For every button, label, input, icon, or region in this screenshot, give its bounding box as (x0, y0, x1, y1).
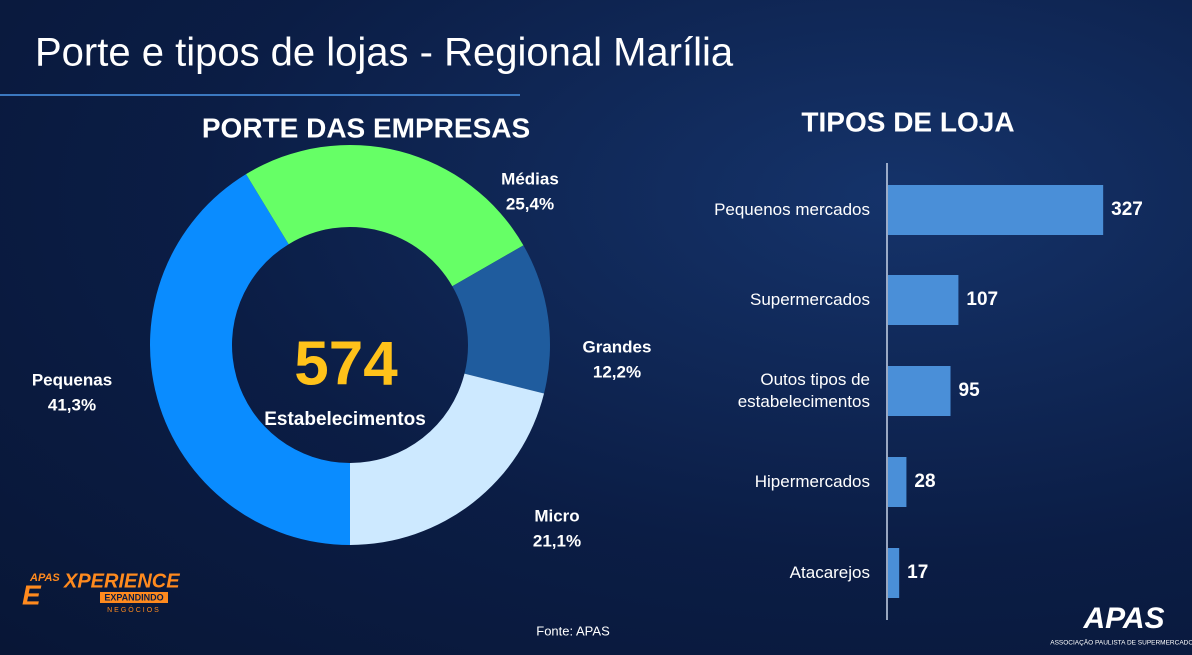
segment-value: 41,3% (48, 395, 96, 414)
logo-line2: NEGÓCIOS (107, 605, 161, 614)
bar-value: 107 (966, 289, 998, 310)
logo-band (100, 592, 168, 603)
bar-category: Atacarejos (789, 563, 870, 582)
apas-tagline: ASSOCIAÇÃO PAULISTA DE SUPERMERCADOS (1050, 638, 1192, 647)
segment-value: 21,1% (533, 531, 581, 550)
segment-label: Grandes (583, 337, 652, 356)
segment-label: Médias (501, 169, 559, 188)
bar-category: Pequenos mercados (714, 200, 870, 219)
logo-e: E (22, 579, 42, 610)
donut-title: PORTE DAS EMPRESAS (202, 112, 530, 143)
bar-value: 28 (914, 471, 935, 492)
segment-value: 12,2% (593, 362, 641, 381)
bar-category: Supermercados (749, 290, 870, 309)
bar (888, 185, 1104, 235)
center-value: 574 (294, 329, 398, 398)
logo-top: APAS (29, 572, 60, 584)
bar-title: TIPOS DE LOJA (801, 106, 1014, 137)
logo-word: XPERIENCE (63, 570, 180, 592)
bar (888, 548, 900, 598)
segment-label: Micro (534, 506, 579, 525)
bar-value: 17 (907, 562, 928, 583)
slide-title: Porte e tipos de lojas - Regional Maríli… (35, 31, 734, 75)
bar (888, 275, 959, 325)
bar-value: 327 (1111, 199, 1143, 220)
bar-value: 95 (959, 380, 981, 401)
donut-segment (150, 174, 350, 545)
bar (888, 457, 907, 507)
bar (888, 366, 951, 416)
bar-category: Hipermercados (754, 472, 870, 491)
logo-line1: EXPANDINDO (104, 592, 163, 602)
center-label: Estabelecimentos (264, 409, 426, 430)
donut-segment (246, 144, 524, 287)
segment-label: Pequenas (32, 370, 112, 389)
apas-logo: APAS (1082, 602, 1164, 635)
source: Fonte: APAS (536, 623, 610, 638)
segment-value: 25,4% (506, 194, 554, 213)
donut-segment (452, 245, 550, 394)
donut-segment (350, 373, 545, 545)
bar-category: Outos tipos de estabelecimentos (737, 370, 870, 411)
